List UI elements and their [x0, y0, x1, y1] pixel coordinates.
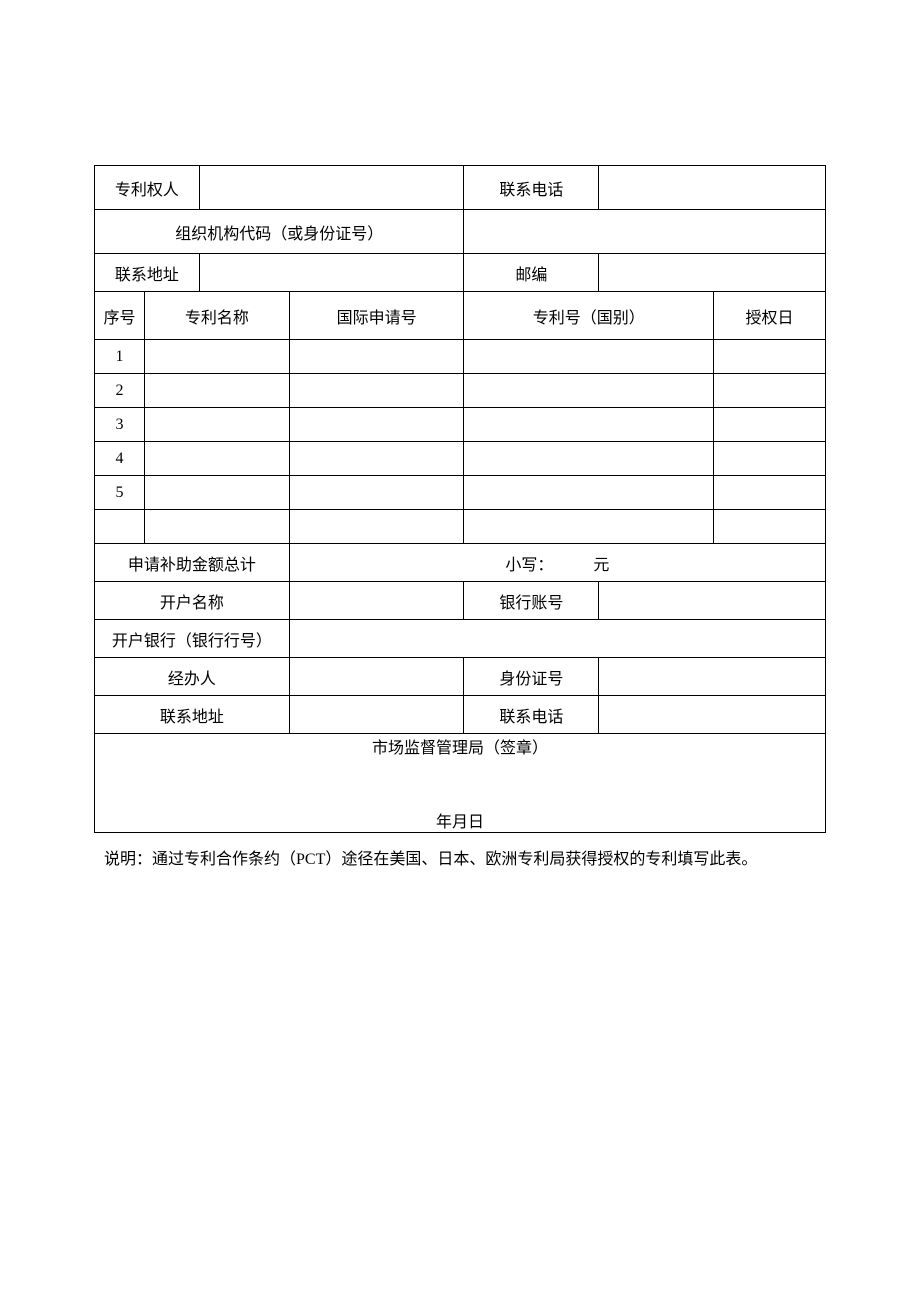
cell-intl-app-no[interactable]	[289, 340, 464, 374]
value-bank-account[interactable]	[599, 582, 826, 620]
cell-intl-app-no[interactable]	[289, 476, 464, 510]
cell-seq: 1	[95, 340, 145, 374]
form-note: 说明：通过专利合作条约（PCT）途径在美国、日本、欧洲专利局获得授权的专利填写此…	[104, 847, 816, 873]
col-patent-no: 专利号（国别）	[464, 292, 714, 340]
cell-seq: 5	[95, 476, 145, 510]
cell-intl-app-no[interactable]	[289, 408, 464, 442]
cell-patent-no[interactable]	[464, 374, 714, 408]
col-seq: 序号	[95, 292, 145, 340]
label-phone: 联系电话	[464, 166, 599, 210]
cell-patent-no[interactable]	[464, 442, 714, 476]
signature-box: 市场监督管理局（签章） 年月日	[95, 734, 826, 833]
table-row: 3	[95, 408, 826, 442]
row-address: 联系地址 邮编	[95, 254, 826, 292]
label-id-number: 身份证号	[464, 658, 599, 696]
value-account-name[interactable]	[289, 582, 464, 620]
label-bank-account: 银行账号	[464, 582, 599, 620]
cell-auth-date[interactable]	[714, 374, 826, 408]
cell-patent-name[interactable]	[144, 408, 289, 442]
cell-patent-name[interactable]	[144, 374, 289, 408]
table-row: 4	[95, 442, 826, 476]
table-row: 1	[95, 340, 826, 374]
table-row: 5	[95, 476, 826, 510]
label-contact-phone: 联系电话	[464, 696, 599, 734]
row-org-code: 组织机构代码（或身份证号）	[95, 210, 826, 254]
label-org-code: 组织机构代码（或身份证号）	[95, 210, 464, 254]
cell-seq: 3	[95, 408, 145, 442]
row-contact: 联系地址 联系电话	[95, 696, 826, 734]
label-contact-addr: 联系地址	[95, 696, 290, 734]
cell-intl-app-no[interactable]	[289, 442, 464, 476]
value-phone[interactable]	[599, 166, 826, 210]
cell-auth-date[interactable]	[714, 476, 826, 510]
label-address: 联系地址	[95, 254, 200, 292]
cell-intl-app-no[interactable]	[289, 510, 464, 544]
cell-auth-date[interactable]	[714, 442, 826, 476]
value-operator[interactable]	[289, 658, 464, 696]
value-patentee[interactable]	[199, 166, 464, 210]
col-patent-name: 专利名称	[144, 292, 289, 340]
label-operator: 经办人	[95, 658, 290, 696]
label-patentee: 专利权人	[95, 166, 200, 210]
signature-date: 年月日	[95, 808, 825, 832]
row-operator: 经办人 身份证号	[95, 658, 826, 696]
cell-patent-no[interactable]	[464, 408, 714, 442]
cell-seq	[95, 510, 145, 544]
cell-seq: 2	[95, 374, 145, 408]
label-postcode: 邮编	[464, 254, 599, 292]
value-postcode[interactable]	[599, 254, 826, 292]
cell-patent-name[interactable]	[144, 340, 289, 374]
signature-authority: 市场监督管理局（签章）	[95, 734, 825, 758]
label-bank: 开户银行（银行行号）	[95, 620, 290, 658]
cell-patent-name[interactable]	[144, 442, 289, 476]
col-intl-app-no: 国际申请号	[289, 292, 464, 340]
table-row	[95, 510, 826, 544]
row-account-name: 开户名称 银行账号	[95, 582, 826, 620]
label-account-name: 开户名称	[95, 582, 290, 620]
value-total[interactable]: 小写： 元	[289, 544, 825, 582]
value-contact-phone[interactable]	[599, 696, 826, 734]
label-total: 申请补助金额总计	[95, 544, 290, 582]
col-auth-date: 授权日	[714, 292, 826, 340]
row-signature: 市场监督管理局（签章） 年月日	[95, 734, 826, 833]
row-bank: 开户银行（银行行号）	[95, 620, 826, 658]
value-address[interactable]	[199, 254, 464, 292]
cell-patent-no[interactable]	[464, 510, 714, 544]
row-patentee: 专利权人 联系电话	[95, 166, 826, 210]
row-table-header: 序号 专利名称 国际申请号 专利号（国别） 授权日	[95, 292, 826, 340]
cell-patent-no[interactable]	[464, 476, 714, 510]
value-id-number[interactable]	[599, 658, 826, 696]
value-bank[interactable]	[289, 620, 825, 658]
cell-auth-date[interactable]	[714, 340, 826, 374]
cell-intl-app-no[interactable]	[289, 374, 464, 408]
cell-auth-date[interactable]	[714, 510, 826, 544]
value-org-code[interactable]	[464, 210, 826, 254]
table-row: 2	[95, 374, 826, 408]
cell-auth-date[interactable]	[714, 408, 826, 442]
value-contact-addr[interactable]	[289, 696, 464, 734]
cell-patent-no[interactable]	[464, 340, 714, 374]
row-total: 申请补助金额总计 小写： 元	[95, 544, 826, 582]
cell-patent-name[interactable]	[144, 510, 289, 544]
patent-form-table: 专利权人 联系电话 组织机构代码（或身份证号） 联系地址 邮编 序号 专利名称 …	[94, 165, 826, 833]
cell-patent-name[interactable]	[144, 476, 289, 510]
cell-seq: 4	[95, 442, 145, 476]
